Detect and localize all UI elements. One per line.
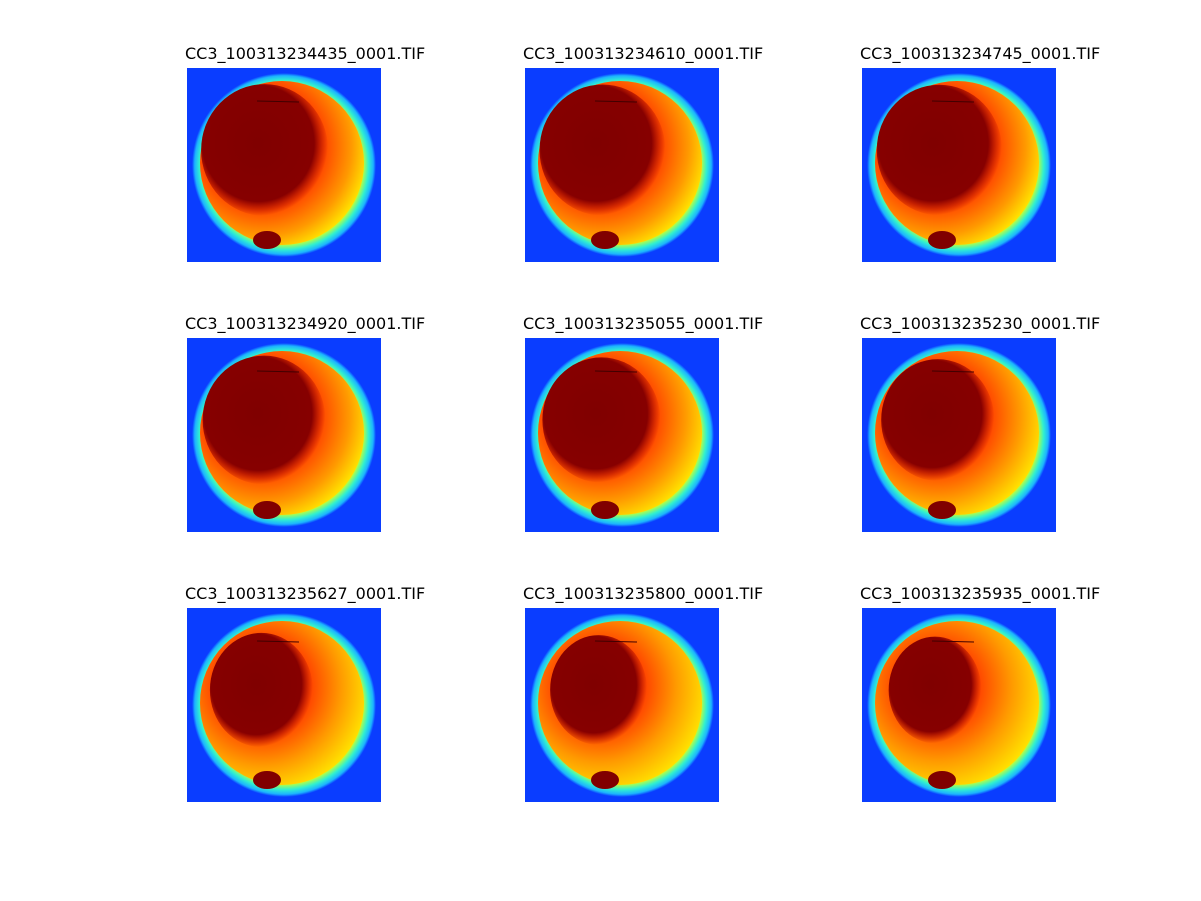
panel-title: CC3_100313235055_0001.TIF bbox=[523, 314, 764, 333]
thermal-image bbox=[862, 338, 1056, 532]
panel-8: CC3_100313235800_0001.TIF bbox=[523, 584, 793, 824]
panel-title: CC3_100313234745_0001.TIF bbox=[860, 44, 1101, 63]
panel-title: CC3_100313234610_0001.TIF bbox=[523, 44, 764, 63]
panel-9: CC3_100313235935_0001.TIF bbox=[860, 584, 1130, 824]
panel-6: CC3_100313235230_0001.TIF bbox=[860, 314, 1130, 554]
panel-4: CC3_100313234920_0001.TIF bbox=[185, 314, 455, 554]
panel-2: CC3_100313234610_0001.TIF bbox=[523, 44, 793, 284]
thermal-image bbox=[862, 68, 1056, 262]
thermal-image bbox=[525, 608, 719, 802]
panel-title: CC3_100313235230_0001.TIF bbox=[860, 314, 1101, 333]
thermal-image bbox=[525, 68, 719, 262]
thermal-image bbox=[525, 338, 719, 532]
thermal-image bbox=[862, 608, 1056, 802]
panel-title: CC3_100313235935_0001.TIF bbox=[860, 584, 1101, 603]
thermal-image bbox=[187, 338, 381, 532]
panel-title: CC3_100313235800_0001.TIF bbox=[523, 584, 764, 603]
thermal-image bbox=[187, 68, 381, 262]
panel-3: CC3_100313234745_0001.TIF bbox=[860, 44, 1130, 284]
panel-title: CC3_100313234435_0001.TIF bbox=[185, 44, 426, 63]
panel-title: CC3_100313235627_0001.TIF bbox=[185, 584, 426, 603]
panel-7: CC3_100313235627_0001.TIF bbox=[185, 584, 455, 824]
panel-5: CC3_100313235055_0001.TIF bbox=[523, 314, 793, 554]
thermal-image bbox=[187, 608, 381, 802]
panel-title: CC3_100313234920_0001.TIF bbox=[185, 314, 426, 333]
panel-1: CC3_100313234435_0001.TIF bbox=[185, 44, 455, 284]
